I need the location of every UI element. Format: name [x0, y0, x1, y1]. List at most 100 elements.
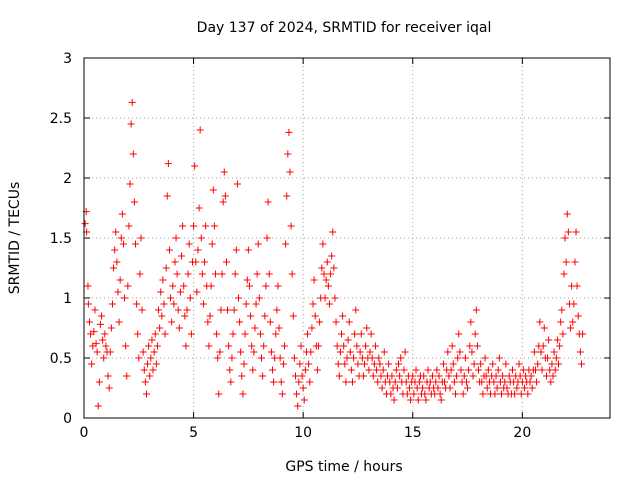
data-point: [508, 366, 516, 374]
data-point: [311, 312, 319, 320]
data-point: [373, 366, 381, 374]
data-point: [102, 342, 110, 350]
data-point: [217, 306, 225, 314]
data-point: [241, 330, 249, 338]
data-point: [325, 300, 333, 308]
data-point: [289, 312, 297, 320]
data-point: [368, 354, 376, 362]
data-point: [176, 288, 184, 296]
data-point: [134, 330, 142, 338]
data-point: [215, 390, 223, 398]
data-point: [284, 150, 292, 158]
data-point: [464, 384, 472, 392]
data-point: [168, 318, 176, 326]
data-point: [333, 342, 341, 350]
data-point: [204, 318, 212, 326]
data-point: [328, 252, 336, 260]
data-point: [296, 360, 304, 368]
data-point: [104, 372, 112, 380]
data-point: [348, 378, 356, 386]
data-point: [244, 246, 252, 254]
data-point: [397, 354, 405, 362]
data-point: [264, 198, 272, 206]
data-point: [354, 360, 362, 368]
data-point: [341, 360, 349, 368]
data-point: [185, 240, 193, 248]
data-point: [435, 372, 443, 380]
data-point: [342, 378, 350, 386]
data-point: [172, 234, 180, 242]
data-point: [562, 258, 570, 266]
data-point: [277, 378, 285, 386]
data-point: [319, 240, 327, 248]
data-point: [455, 330, 463, 338]
data-point: [114, 288, 122, 296]
data-point: [150, 348, 158, 356]
data-point: [552, 354, 560, 362]
data-point: [279, 360, 287, 368]
data-point: [481, 354, 489, 362]
data-point: [327, 270, 335, 278]
data-point: [353, 342, 361, 350]
data-point: [310, 276, 318, 284]
data-point: [538, 366, 546, 374]
data-point: [530, 348, 538, 356]
data-point: [214, 354, 222, 362]
data-point: [208, 240, 216, 248]
data-point: [378, 384, 386, 392]
data-point: [515, 360, 523, 368]
data-point: [294, 402, 302, 410]
data-point: [281, 342, 289, 350]
data-point: [225, 342, 233, 350]
data-point: [375, 354, 383, 362]
data-point: [195, 204, 203, 212]
data-point: [282, 240, 290, 248]
data-point: [517, 390, 525, 398]
y-tick-label: 0.5: [50, 351, 72, 367]
data-point: [471, 330, 479, 338]
data-point: [489, 360, 497, 368]
data-point: [190, 222, 198, 230]
data-point: [142, 390, 150, 398]
data-point: [129, 150, 137, 158]
data-point: [544, 354, 552, 362]
data-point: [240, 360, 248, 368]
data-point: [557, 318, 565, 326]
data-point: [387, 390, 395, 398]
data-point: [536, 318, 544, 326]
data-point: [111, 246, 119, 254]
y-tick-label: 2.5: [50, 111, 72, 127]
data-point: [334, 360, 342, 368]
data-point: [181, 312, 189, 320]
data-point: [274, 282, 282, 290]
data-point: [329, 228, 337, 236]
data-point: [285, 128, 293, 136]
data-point: [322, 276, 330, 284]
data-point: [359, 372, 367, 380]
data-point: [475, 366, 482, 374]
data-point: [239, 390, 247, 398]
data-point: [88, 360, 96, 368]
data-point: [248, 342, 256, 350]
data-point: [228, 354, 236, 362]
data-point: [308, 324, 316, 332]
data-point: [377, 372, 385, 380]
data-point: [151, 330, 159, 338]
y-tick-label: 3: [63, 51, 72, 67]
data-point: [159, 276, 167, 284]
data-point: [340, 342, 348, 350]
data-point: [288, 270, 296, 278]
data-point: [230, 306, 238, 314]
data-point: [457, 366, 465, 374]
data-point: [183, 306, 191, 314]
data-point: [273, 306, 281, 314]
data-point: [258, 354, 266, 362]
data-point: [250, 348, 258, 356]
data-point: [224, 306, 232, 314]
data-point: [318, 264, 326, 272]
data-point: [265, 270, 273, 278]
data-point: [361, 360, 369, 368]
data-point: [276, 354, 284, 362]
data-point: [343, 354, 351, 362]
data-point: [252, 300, 260, 308]
